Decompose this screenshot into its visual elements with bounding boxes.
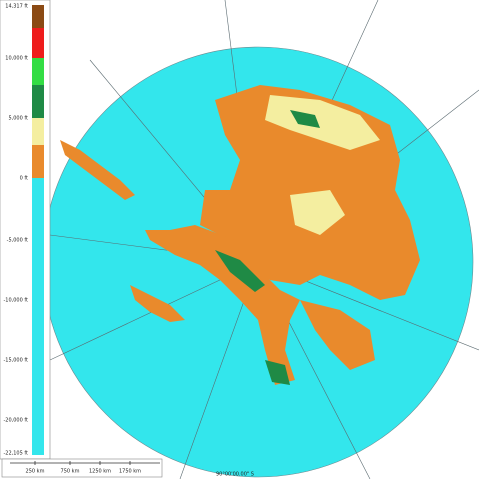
legend-label: -15,000 ft: [3, 358, 28, 364]
legend-label: -10,000 ft: [3, 298, 28, 304]
scale-label: 250 km: [26, 469, 45, 475]
mountains: [265, 360, 290, 385]
legend-band: [32, 118, 44, 145]
scale-label: 1750 km: [119, 469, 141, 475]
legend-label: 14,317 ft: [5, 4, 28, 10]
landmass: [60, 85, 420, 385]
scale-label: 1250 km: [89, 469, 111, 475]
legend-labels: 14,317 ft 10,000 ft 5,000 ft 0 ft -5,000…: [3, 4, 28, 457]
scale-label: 750 km: [61, 469, 80, 475]
legend-band: [32, 85, 44, 118]
highland: [290, 190, 345, 235]
coordinate-readout: 90°00'00.00" S: [216, 472, 254, 478]
legend-bar: [32, 5, 44, 455]
legend-label: 0 ft: [20, 176, 28, 182]
legend-label: -20,000 ft: [3, 418, 28, 424]
legend-band: [32, 58, 44, 85]
legend-label: 10,000 ft: [5, 56, 28, 62]
legend-band: [32, 178, 44, 455]
scale-bar: 250 km 750 km 1250 km 1750 km: [1, 458, 163, 478]
scale-panel: [1, 458, 163, 478]
legend-band: [32, 28, 44, 58]
legend-label: 5,000 ft: [8, 116, 28, 122]
mountains: [215, 250, 265, 292]
legend-label: -5,000 ft: [7, 238, 28, 244]
legend-label: -22,105 ft: [3, 451, 28, 457]
ice-shelf: [300, 300, 375, 370]
peninsula: [60, 140, 135, 200]
island: [130, 285, 185, 322]
legend-band: [32, 145, 44, 178]
highland: [265, 95, 380, 150]
legend-band: [32, 5, 44, 28]
mountains: [290, 110, 320, 128]
